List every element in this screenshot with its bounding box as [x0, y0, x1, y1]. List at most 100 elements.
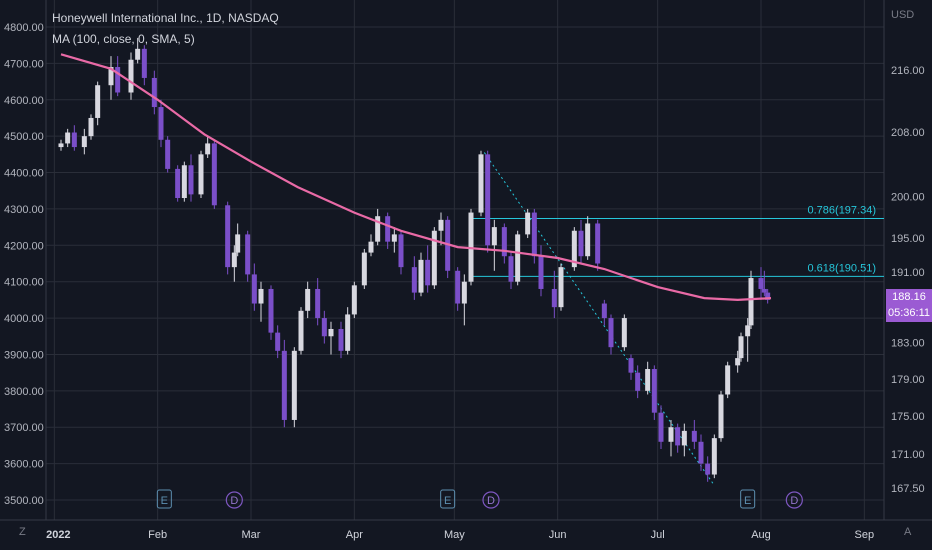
candle-body — [621, 318, 627, 348]
auto-scale-button[interactable]: A — [904, 526, 912, 538]
right-tick-label: 216.00 — [891, 65, 925, 77]
candle-body — [411, 267, 417, 293]
dividend-marker[interactable] — [225, 491, 243, 509]
candle-body — [628, 358, 634, 373]
candle-body — [128, 59, 134, 93]
x-tick-label: Mar — [242, 529, 261, 541]
candle-body — [738, 336, 744, 359]
candle-body — [525, 212, 531, 235]
candle-body — [691, 430, 697, 442]
left-tick-label: 4400.00 — [4, 168, 44, 180]
candle-body — [115, 67, 121, 93]
candle-body — [108, 67, 114, 86]
candle-body — [501, 227, 507, 257]
candle-body — [668, 427, 674, 442]
candle-body — [485, 154, 491, 246]
candle-body — [298, 310, 304, 351]
earnings-marker-label: E — [444, 495, 451, 507]
candle-body — [205, 143, 211, 155]
timezone-button[interactable]: Z — [19, 526, 26, 538]
candle-body — [275, 332, 281, 351]
candle-body — [508, 256, 514, 282]
candle-body — [135, 48, 141, 60]
candle-body — [711, 438, 717, 475]
candle-body — [245, 234, 251, 275]
candle-body — [65, 132, 71, 144]
x-tick-label: Aug — [751, 529, 771, 541]
candle-body — [188, 165, 194, 195]
candle-body — [151, 77, 157, 108]
current-price-tag: 188.16 05:36:11 — [886, 289, 932, 322]
left-tick-label: 4800.00 — [4, 22, 44, 34]
candle-body — [645, 369, 651, 391]
x-tick-label: Apr — [346, 529, 363, 541]
earnings-marker[interactable] — [740, 489, 756, 509]
earnings-marker[interactable] — [156, 489, 172, 509]
dividend-marker[interactable] — [785, 491, 803, 509]
candle-body — [198, 154, 204, 195]
candle-body — [765, 292, 771, 300]
current-price: 188.16 — [892, 291, 926, 303]
candle-body — [235, 234, 241, 253]
candle-body — [761, 288, 767, 293]
candle-body — [758, 278, 764, 289]
candle-body — [681, 430, 687, 446]
candle-body — [531, 212, 537, 257]
ma-line[interactable] — [60, 53, 772, 302]
candle-body — [81, 136, 87, 148]
right-tick-label: 179.00 — [891, 374, 925, 386]
candle-body — [745, 325, 751, 337]
dividend-marker-label: D — [487, 495, 495, 507]
dividend-marker-label: D — [790, 495, 798, 507]
candle-body — [345, 314, 351, 351]
earnings-marker[interactable] — [440, 489, 456, 509]
x-tick-label: Jun — [549, 529, 567, 541]
left-tick-label: 3500.00 — [4, 495, 44, 507]
left-tick-label: 4300.00 — [4, 204, 44, 216]
candle-body — [225, 205, 231, 268]
candle-body — [165, 139, 171, 169]
candle-body — [515, 234, 521, 282]
candle-body — [305, 288, 311, 311]
countdown: 05:36:11 — [887, 307, 930, 319]
candle-body — [735, 358, 741, 366]
left-tick-label: 4500.00 — [4, 131, 44, 143]
candle-body — [558, 267, 564, 308]
right-tick-label: 167.50 — [891, 483, 925, 495]
left-tick-label: 3700.00 — [4, 422, 44, 434]
candle-body — [351, 285, 357, 315]
candle-body — [58, 143, 64, 148]
candle-body — [391, 234, 397, 242]
dividend-marker[interactable] — [482, 491, 500, 509]
left-tick-label: 4700.00 — [4, 58, 44, 70]
candle-body — [431, 230, 437, 286]
candle-body — [258, 288, 264, 304]
candle-body — [328, 328, 334, 337]
x-tick-label: Feb — [148, 529, 167, 541]
right-tick-label: 195.00 — [891, 233, 925, 245]
dividend-marker-label: D — [230, 495, 238, 507]
right-tick-label: 208.00 — [891, 127, 925, 139]
fib-level-label: 0.618(190.51) — [808, 262, 877, 274]
candle-body — [658, 412, 664, 442]
fib-level-label: 0.786(197.34) — [808, 205, 877, 217]
candle-body — [455, 270, 461, 304]
candle-body — [718, 394, 724, 439]
candle-body — [95, 85, 101, 118]
candle-body — [231, 252, 237, 268]
left-tick-label: 3600.00 — [4, 459, 44, 471]
right-tick-label: 183.00 — [891, 338, 925, 350]
candle-body — [321, 318, 327, 337]
right-tick-label: 171.00 — [891, 449, 925, 461]
candle-body — [438, 219, 444, 231]
earnings-marker-label: E — [744, 495, 751, 507]
candle-body — [181, 165, 187, 199]
left-tick-label: 3900.00 — [4, 349, 44, 361]
candle-body — [71, 132, 77, 148]
left-tick-label: 4200.00 — [4, 240, 44, 252]
candle-body — [361, 252, 367, 286]
candle-body — [418, 259, 424, 293]
left-tick-label: 3800.00 — [4, 386, 44, 398]
candle-body — [571, 230, 577, 268]
